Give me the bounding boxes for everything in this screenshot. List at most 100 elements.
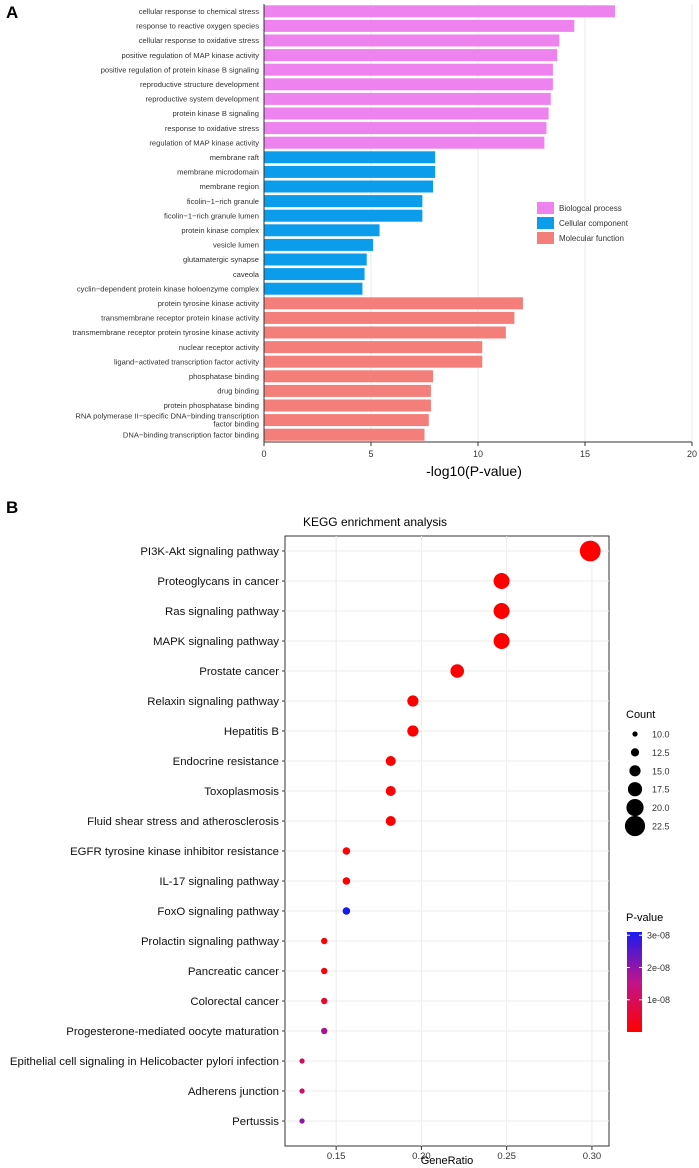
pathway-label-adherens-junction: Adherens junction xyxy=(188,1086,279,1098)
count-legend-dot-5 xyxy=(624,815,646,837)
x-tick-label-15: 15 xyxy=(580,449,590,459)
category-label-protein-kinase-complex: protein kinase complex xyxy=(181,226,259,235)
point-prostate-cancer xyxy=(450,664,465,678)
category-label-cellular-response-to-oxidative-stress: cellular response to oxidative stress xyxy=(139,36,259,45)
pvalue-tick-label-2: 3e-08 xyxy=(647,931,670,941)
count-legend-label-1: 12.5 xyxy=(652,748,670,758)
pvalue-legend: P-value 1e-08 2e-08 3e-08 xyxy=(626,912,670,1032)
b-x-tick-label-3: 0.30 xyxy=(583,1151,602,1162)
count-legend-label-0: 10.0 xyxy=(652,730,670,740)
category-label-protein-phosphatase-binding: protein phosphatase binding xyxy=(164,401,259,410)
bar-membrane-microdomain xyxy=(264,165,436,178)
b-x-tick-label-1: 0.20 xyxy=(412,1151,431,1162)
pathway-label-fluid-shear-stress-and-atherosclerosis: Fluid shear stress and atherosclerosis xyxy=(87,816,279,828)
category-label-cellular-response-to-chemical-stress: cellular response to chemical stress xyxy=(139,7,259,16)
bar-cyclin-dependent-protein-kinase-holoenzyme-complex xyxy=(264,282,363,295)
point-toxoplasmosis xyxy=(385,786,396,796)
panel-a-legend: Biologcal process Cellular component Molec… xyxy=(537,202,629,244)
bar-transmembrane-receptor-protein-kinase-activity xyxy=(264,311,515,324)
point-endocrine-resistance xyxy=(385,756,396,766)
legend-swatch-bp xyxy=(537,202,554,214)
pathway-label-egfr-tyrosine-kinase-inhibitor-resistance: EGFR tyrosine kinase inhibitor resistanc… xyxy=(70,846,279,858)
category-label-protein-tyrosine-kinase-activity: protein tyrosine kinase activity xyxy=(158,299,259,308)
count-legend-label-2: 15.0 xyxy=(652,766,670,776)
panel-a-bars xyxy=(264,5,615,441)
category-label-positive-regulation-of-map-kinase-activity: positive regulation of MAP kinase activi… xyxy=(122,51,260,60)
category-label-nuclear-receptor-activity: nuclear receptor activity xyxy=(179,343,259,352)
bar-cellular-response-to-oxidative-stress xyxy=(264,34,560,47)
pathway-label-ras-signaling-pathway: Ras signaling pathway xyxy=(165,606,279,618)
point-adherens-junction xyxy=(299,1088,305,1094)
bar-phosphatase-binding xyxy=(264,370,434,383)
point-pertussis xyxy=(299,1118,305,1124)
panel-a-category-labels: cellular response to chemical stress resp… xyxy=(72,7,259,439)
panel-b-x-ticks: 0.15 0.20 0.25 0.30 xyxy=(327,1146,601,1162)
category-label-ficolin-1-rich-granule: ficolin−1−rich granule xyxy=(187,197,259,206)
b-x-tick-label-2: 0.25 xyxy=(497,1151,516,1162)
point-foxo-signaling-pathway xyxy=(342,907,351,915)
legend-swatch-mf xyxy=(537,232,554,244)
category-label-transmembrane-receptor-protein-kinase-activity: transmembrane receptor protein kinase ac… xyxy=(101,314,259,323)
count-legend-dot-1 xyxy=(630,748,640,757)
pathway-label-progesterone-mediated-oocyte-maturation: Progesterone-mediated oocyte maturation xyxy=(66,1026,279,1038)
category-label-response-to-oxidative-stress: response to oxidative stress xyxy=(165,124,259,133)
point-prolactin-signaling-pathway xyxy=(321,937,328,945)
count-legend-title: Count xyxy=(626,709,655,721)
bar-protein-tyrosine-kinase-activity xyxy=(264,297,523,310)
category-label-reproductive-structure-development: reproductive structure development xyxy=(140,80,260,89)
category-label-dna-binding-transcription-factor-binding: DNA−binding transcription factor binding xyxy=(123,430,259,439)
panel-b-pathway-labels: PI3K-Akt signaling pathway Proteoglycans … xyxy=(10,546,285,1128)
pathway-label-pi3k-akt-signaling-pathway: PI3K-Akt signaling pathway xyxy=(140,546,279,558)
point-pi3k-akt-signaling-pathway xyxy=(579,540,601,562)
bar-protein-kinase-complex xyxy=(264,224,380,237)
legend-swatch-cc xyxy=(537,217,554,229)
pathway-label-prolactin-signaling-pathway: Prolactin signaling pathway xyxy=(141,936,279,948)
bar-dna-binding-transcription-factor-binding xyxy=(264,428,425,441)
category-label-membrane-region: membrane region xyxy=(199,182,259,191)
category-label-ficolin-1-rich-granule-lumen: ficolin−1−rich granule lumen xyxy=(164,211,259,220)
category-label-rna-polymerase-ii-specific-dna-binding-transcription-factor-binding-line2: factor binding xyxy=(213,420,259,429)
x-tick-label-0: 0 xyxy=(261,449,266,459)
b-x-tick-label-0: 0.15 xyxy=(327,1151,346,1162)
count-legend: Count 10.0 12.5 15.0 17.5 20.0 22.5 xyxy=(624,709,670,837)
count-legend-label-3: 17.5 xyxy=(652,785,670,795)
x-tick-label-10: 10 xyxy=(473,449,483,459)
category-label-phosphatase-binding: phosphatase binding xyxy=(189,372,259,381)
count-legend-dot-0 xyxy=(632,731,638,737)
point-colorectal-cancer xyxy=(321,997,328,1005)
legend-label-bp: Biologcal process xyxy=(559,204,622,213)
pathway-label-relaxin-signaling-pathway: Relaxin signaling pathway xyxy=(147,696,279,708)
point-ras-signaling-pathway xyxy=(493,603,510,619)
bar-rna-polymerase-ii-specific-dna-binding-transcription-factor-binding xyxy=(264,414,429,427)
pathway-label-epithelial-cell-signaling-in-helicobacter-pylori-infection: Epithelial cell signaling in Helicobacte… xyxy=(10,1056,279,1068)
panel-a-gridlines xyxy=(370,4,693,442)
category-label-cyclin-dependent-protein-kinase-holoenzyme-complex: cyclin−dependent protein kinase holoenzy… xyxy=(77,284,259,293)
bar-protein-phosphatase-binding xyxy=(264,399,431,412)
bar-reproductive-structure-development xyxy=(264,78,553,91)
category-label-vesicle-lumen: vesicle lumen xyxy=(213,241,259,250)
pathway-label-colorectal-cancer: Colorectal cancer xyxy=(190,996,279,1008)
category-label-drug-binding: drug binding xyxy=(217,387,259,396)
category-label-ligand-activated-transcription-factor-activity: ligand−activated transcription factor ac… xyxy=(114,357,259,366)
category-label-caveola: caveola xyxy=(233,270,260,279)
point-epithelial-cell-signaling-in-helicobacter-pylori-infection xyxy=(299,1058,305,1064)
panel-b-dot-plot: B KEGG enrichment analysis PI3K-Akt sign… xyxy=(6,498,670,1167)
legend-label-mf: Molecular function xyxy=(559,234,624,243)
pathway-label-pancreatic-cancer: Pancreatic cancer xyxy=(188,966,279,978)
bar-positive-regulation-of-map-kinase-activity xyxy=(264,49,558,62)
x-tick-label-20: 20 xyxy=(687,449,697,459)
category-label-protein-kinase-b-signaling: protein kinase B signaling xyxy=(172,109,259,118)
pathway-label-il-17-signaling-pathway: IL-17 signaling pathway xyxy=(159,876,279,888)
point-egfr-tyrosine-kinase-inhibitor-resistance xyxy=(342,847,351,855)
count-legend-dot-2 xyxy=(629,765,641,777)
pathway-label-endocrine-resistance: Endocrine resistance xyxy=(173,756,279,768)
point-proteoglycans-in-cancer xyxy=(493,573,510,589)
bar-membrane-region xyxy=(264,180,434,193)
point-mapk-signaling-pathway xyxy=(493,633,510,649)
panel-a-x-ticks: 0 5 10 15 20 xyxy=(261,442,697,459)
pathway-label-prostate-cancer: Prostate cancer xyxy=(199,666,279,678)
pathway-label-toxoplasmosis: Toxoplasmosis xyxy=(204,786,279,798)
bar-membrane-raft xyxy=(264,151,436,164)
pvalue-colorbar xyxy=(627,932,642,1032)
